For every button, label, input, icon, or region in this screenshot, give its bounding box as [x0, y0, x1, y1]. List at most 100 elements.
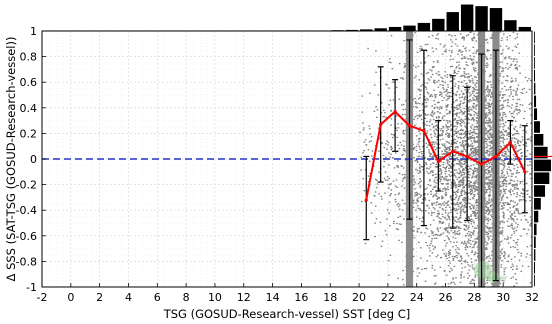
scatter-point — [515, 209, 518, 212]
scatter-point — [510, 139, 513, 142]
scatter-point — [418, 146, 421, 148]
scatter-point — [454, 117, 457, 120]
scatter-point — [413, 226, 415, 228]
scatter-point — [506, 39, 509, 41]
scatter-point — [435, 234, 438, 236]
scatter-point — [433, 66, 435, 68]
scatter-point — [462, 140, 464, 142]
scatter-point — [502, 136, 504, 139]
scatter-point — [514, 37, 517, 40]
scatter-point — [490, 54, 492, 56]
scatter-point — [467, 222, 470, 224]
scatter-point — [418, 79, 420, 81]
scatter-point — [513, 141, 516, 143]
scatter-point — [434, 193, 436, 196]
scatter-point — [490, 128, 493, 130]
scatter-point — [416, 200, 418, 202]
scatter-point — [501, 61, 504, 63]
scatter-point — [449, 241, 452, 243]
scatter-point — [512, 116, 515, 118]
scatter-point — [499, 159, 502, 161]
scatter-point — [503, 134, 505, 136]
scatter-point — [446, 230, 449, 232]
scatter-point — [386, 209, 389, 211]
scatter-point — [461, 241, 464, 243]
scatter-point — [474, 140, 477, 143]
scatter-point — [490, 186, 492, 188]
scatter-point — [467, 145, 469, 148]
scatter-point — [473, 215, 476, 217]
scatter-point — [502, 106, 505, 109]
scatter-point — [429, 95, 431, 98]
scatter-point — [501, 171, 504, 173]
scatter-point — [397, 150, 399, 152]
scatter-point — [500, 208, 503, 210]
scatter-point — [420, 85, 422, 87]
scatter-point — [415, 135, 418, 137]
scatter-point — [445, 255, 447, 257]
scatter-point — [473, 221, 475, 224]
scatter-point — [491, 259, 494, 262]
scatter-point — [461, 58, 463, 60]
scatter-point — [440, 171, 443, 174]
scatter-point — [469, 174, 471, 176]
scatter-point — [455, 216, 457, 218]
scatter-point — [388, 212, 390, 214]
scatter-point — [403, 176, 406, 178]
scatter-point — [461, 50, 464, 53]
scatter-point — [431, 238, 433, 240]
scatter-point — [460, 173, 463, 176]
scatter-point — [457, 191, 459, 194]
scatter-point — [396, 129, 398, 132]
scatter-point — [462, 180, 465, 182]
scatter-point — [499, 227, 501, 229]
scatter-point — [453, 191, 455, 193]
scatter-point — [469, 282, 471, 285]
scatter-point — [503, 271, 506, 273]
scatter-point — [487, 182, 489, 184]
scatter-point — [503, 112, 505, 114]
scatter-point — [392, 222, 395, 225]
scatter-point — [438, 143, 441, 145]
scatter-point — [454, 118, 456, 121]
scatter-point — [445, 49, 447, 51]
scatter-point — [464, 76, 467, 78]
scatter-point — [527, 229, 530, 231]
scatter-point — [443, 201, 446, 203]
scatter-point — [467, 34, 470, 36]
scatter-point — [499, 231, 502, 233]
scatter-point — [526, 232, 528, 235]
scatter-point — [467, 130, 469, 133]
scatter-point — [458, 229, 460, 232]
scatter-point — [469, 114, 472, 116]
scatter-point — [441, 80, 444, 82]
scatter-point — [519, 181, 522, 183]
scatter-point — [491, 135, 494, 137]
scatter-point — [516, 192, 518, 194]
scatter-point — [505, 67, 507, 69]
scatter-point — [470, 148, 472, 150]
scatter-point — [434, 282, 437, 284]
scatter-point — [437, 86, 440, 88]
scatter-point — [512, 276, 515, 278]
scatter-point — [471, 118, 474, 120]
scatter-point — [472, 169, 474, 171]
scatter-point — [375, 50, 377, 52]
scatter-point — [461, 96, 464, 98]
scatter-point — [466, 228, 469, 230]
scatter-point — [414, 182, 416, 184]
scatter-point — [471, 142, 474, 145]
scatter-point — [429, 244, 431, 246]
scatter-point — [508, 133, 510, 135]
scatter-point — [464, 234, 467, 237]
scatter-point — [474, 209, 477, 211]
scatter-point — [490, 37, 492, 39]
scatter-point — [444, 153, 446, 155]
scatter-point — [467, 238, 470, 240]
scatter-point — [462, 102, 464, 105]
scatter-point — [516, 241, 518, 244]
scatter-point — [488, 91, 491, 93]
scatter-point — [471, 177, 473, 179]
scatter-point — [506, 138, 508, 140]
scatter-point — [360, 156, 362, 158]
